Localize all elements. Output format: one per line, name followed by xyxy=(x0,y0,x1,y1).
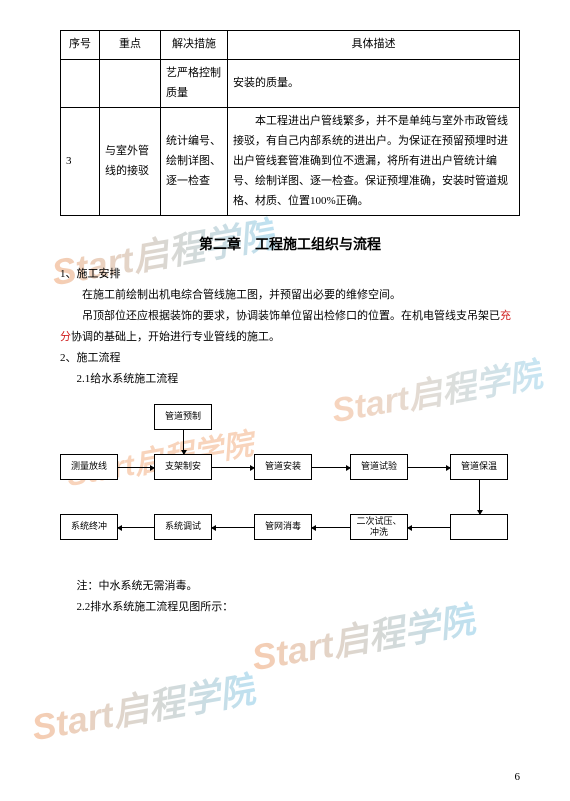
flow-arrow xyxy=(212,467,254,468)
section-2-heading: 2、施工流程 xyxy=(60,348,520,369)
col-seq: 序号 xyxy=(61,31,100,60)
flow-arrow xyxy=(408,527,450,528)
p2-part-a: 吊顶部位还应根据装饰的要求，协调装饰单位留出检修口的位置。在机电管线支吊架已 xyxy=(82,310,500,322)
flow-box-test: 管道试验 xyxy=(350,454,408,480)
section-1-heading: 1、施工安排 xyxy=(60,264,520,285)
summary-table: 序号 重点 解决措施 具体描述 艺严格控制质量 安装的质量。 3 与室外管线的接… xyxy=(60,30,520,216)
flow-arrow xyxy=(118,527,154,528)
flow-arrow xyxy=(408,467,450,468)
cell-seq: 3 xyxy=(61,108,100,216)
cell-desc: 安装的质量。 xyxy=(228,59,520,108)
table-row: 3 与室外管线的接驳 统计编号、绘制详图、逐一检查 本工程进出户管线繁多，并不是… xyxy=(61,108,520,216)
flow-box-insulate: 管道保温 xyxy=(450,454,508,480)
section-1-para-2: 吊顶部位还应根据装饰的要求，协调装饰单位留出检修口的位置。在机电管线支吊架已充分… xyxy=(60,306,520,348)
flow-arrow xyxy=(118,467,154,468)
flow-box-trial2: 二次试压、冲洗 xyxy=(350,514,408,540)
chapter-title: 第二章 工程施工组织与流程 xyxy=(60,234,520,254)
flow-box-blank xyxy=(450,514,508,540)
col-desc: 具体描述 xyxy=(228,31,520,60)
section-1-para-1: 在施工前绘制出机电综合管线施工图，并预留出必要的维修空间。 xyxy=(60,285,520,306)
cell-measure: 统计编号、绘制详图、逐一检查 xyxy=(161,108,228,216)
cell-seq xyxy=(61,59,100,108)
page-number: 6 xyxy=(515,771,521,783)
col-key: 重点 xyxy=(100,31,161,60)
p2-part-b: 协调的基础上，开始进行专业管线的施工。 xyxy=(71,331,280,343)
flow-arrow xyxy=(479,480,480,514)
flow-note: 注：中水系统无需消毒。 xyxy=(60,576,520,597)
cell-desc: 本工程进出户管线繁多，并不是单纯与室外市政管线接驳，有自己内部系统的进出户。为保… xyxy=(228,108,520,216)
cell-measure: 艺严格控制质量 xyxy=(161,59,228,108)
col-measure: 解决措施 xyxy=(161,31,228,60)
section-2-sub-1: 2.1给水系统施工流程 xyxy=(60,369,520,390)
flow-box-disinfect: 管网消毒 xyxy=(254,514,312,540)
flow-arrow xyxy=(212,527,254,528)
flow-arrow xyxy=(183,430,184,454)
flow-box-final: 系统终冲 xyxy=(60,514,118,540)
flow-box-bracket: 支架制安 xyxy=(154,454,212,480)
flow-box-survey: 测量放线 xyxy=(60,454,118,480)
cell-key xyxy=(100,59,161,108)
cell-key: 与室外管线的接驳 xyxy=(100,108,161,216)
table-row: 艺严格控制质量 安装的质量。 xyxy=(61,59,520,108)
table-header-row: 序号 重点 解决措施 具体描述 xyxy=(61,31,520,60)
flow-box-install: 管道安装 xyxy=(254,454,312,480)
flow-arrow xyxy=(312,527,350,528)
watermark: Start启程学院 xyxy=(27,661,259,751)
flow-box-prep: 管道预制 xyxy=(154,404,212,430)
flow-arrow xyxy=(312,467,350,468)
section-2-sub-2: 2.2排水系统施工流程见图所示： xyxy=(60,597,520,618)
flow-diagram: 管道预制测量放线 支架制安 管道安装 管道试验 管道保温系统终冲 系统调试 管网消毒 二次试压… xyxy=(60,398,520,568)
flow-box-debug: 系统调试 xyxy=(154,514,212,540)
